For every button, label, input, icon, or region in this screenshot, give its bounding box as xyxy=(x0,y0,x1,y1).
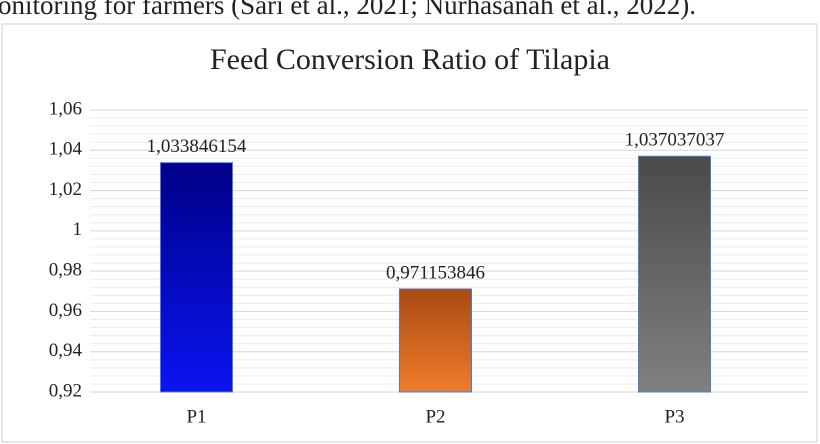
x-tick-label: P3 xyxy=(664,406,684,427)
y-tick-label: 0,92 xyxy=(49,380,82,401)
x-tick-label: P2 xyxy=(425,406,445,427)
bar xyxy=(638,155,711,393)
value-label: 0,971153846 xyxy=(386,262,485,283)
y-tick-label: 1,06 xyxy=(49,98,82,119)
bar xyxy=(399,288,472,393)
chart-title: Feed Conversion Ratio of Tilapia xyxy=(210,43,610,76)
y-tick-label: 1,02 xyxy=(49,179,82,200)
y-tick-label: 1,04 xyxy=(49,139,83,160)
y-tick-label: 0,96 xyxy=(49,300,82,321)
context-text: onitoring for farmers (Sari et al., 2021… xyxy=(0,0,696,20)
bar xyxy=(160,162,233,393)
y-tick-label: 0,98 xyxy=(49,260,82,281)
y-tick-label: 1 xyxy=(73,219,83,240)
x-tick-label: P1 xyxy=(186,406,206,427)
value-label: 1,033846154 xyxy=(147,136,247,157)
y-tick-label: 0,94 xyxy=(49,340,83,361)
value-label: 1,037037037 xyxy=(625,130,725,151)
